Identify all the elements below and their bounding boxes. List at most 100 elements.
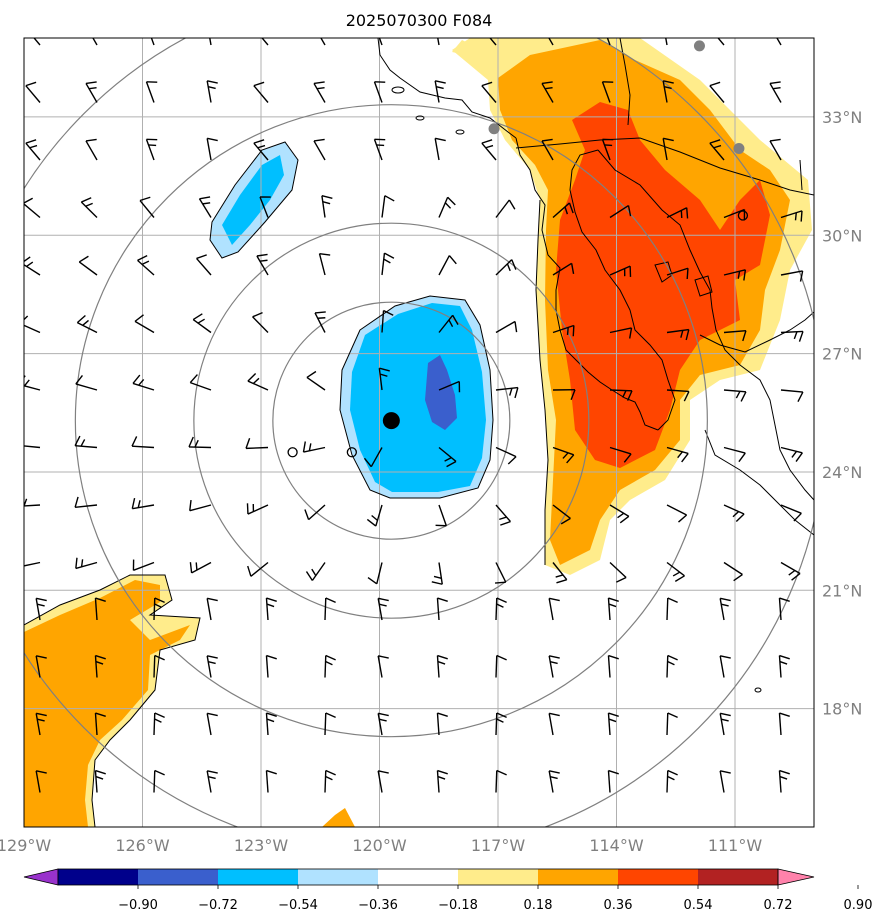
wind-barb-flag xyxy=(435,524,447,527)
wind-barb-staff xyxy=(85,140,98,161)
wind-barb-flag xyxy=(95,775,104,780)
wind-barb-flag xyxy=(549,770,560,774)
colorbar-tick-label: −0.36 xyxy=(358,898,398,913)
wind-barb-flag xyxy=(82,319,89,326)
wind-barb xyxy=(495,712,507,736)
colorbar-segment xyxy=(298,869,378,885)
wind-barb-flag xyxy=(154,603,162,608)
wind-barb-flag xyxy=(793,331,798,340)
wind-barb-flag xyxy=(629,266,632,277)
colorbar-tick-label: −0.90 xyxy=(118,898,158,913)
wind-barb-flag xyxy=(550,776,558,780)
wind-barb-staff xyxy=(601,139,611,161)
wind-barb-flag xyxy=(667,769,678,776)
wind-barb-flag xyxy=(511,259,517,270)
range-rings xyxy=(24,38,814,827)
wind-barb-flag xyxy=(137,500,141,508)
field-bottom-orange xyxy=(322,808,355,827)
wind-barb-flag xyxy=(154,597,165,604)
wind-barb-flag xyxy=(680,330,684,338)
wind-barb xyxy=(85,38,98,46)
wind-barb-flag xyxy=(319,253,331,256)
wind-barb-staff xyxy=(666,504,687,516)
wind-barb-flag xyxy=(779,712,790,718)
wind-barb-staff xyxy=(666,655,669,678)
wind-barb-flag xyxy=(672,571,681,577)
wind-barb xyxy=(189,561,212,574)
wind-barb-flag xyxy=(686,207,689,219)
wind-barb xyxy=(666,654,678,678)
wind-barb-flag xyxy=(207,22,218,28)
wind-barb-staff xyxy=(132,382,155,391)
wind-barb-staff xyxy=(370,447,383,468)
wind-barb-flag xyxy=(433,575,442,579)
wind-barb-staff xyxy=(609,446,632,455)
wind-barb-staff xyxy=(609,265,631,276)
wind-barb-flag xyxy=(797,391,804,403)
wind-barb-staff xyxy=(719,770,725,793)
wind-barb-staff xyxy=(780,504,802,514)
wind-barb-flag xyxy=(246,503,249,515)
wind-barb-staff xyxy=(75,504,98,508)
wind-barb-staff xyxy=(607,655,611,678)
wind-barb-flag xyxy=(194,439,199,448)
lon-tick-label: 129°W xyxy=(0,836,51,855)
wind-barb-flag xyxy=(247,373,257,382)
wind-barb-staff xyxy=(541,38,554,46)
wind-barb xyxy=(206,712,218,736)
wind-barb-staff xyxy=(666,597,669,621)
lon-tick-label: 114°W xyxy=(589,836,644,855)
wind-barb-flag xyxy=(30,28,37,35)
wind-barb-flag xyxy=(374,81,386,83)
wind-barb-staff xyxy=(778,598,782,621)
wind-barb-staff xyxy=(662,138,668,161)
wind-barb-flag xyxy=(266,597,277,603)
wind-barb-staff xyxy=(265,770,269,793)
wind-barb-staff xyxy=(153,770,156,793)
wind-barb-flag xyxy=(138,378,145,386)
wind-barb-flag xyxy=(85,138,97,142)
wind-barb-flag xyxy=(622,390,627,398)
wind-barb-staff xyxy=(24,444,41,449)
wind-barb xyxy=(74,496,98,508)
wind-barb xyxy=(552,202,574,219)
wind-barb-staff xyxy=(313,38,326,46)
wind-barb-flag xyxy=(383,258,391,264)
colorbar-tick-label: 0.18 xyxy=(524,898,553,913)
wind-barb-staff xyxy=(780,561,801,575)
wind-barb-flag xyxy=(37,603,45,607)
wind-barb-staff xyxy=(94,598,98,621)
island-2 xyxy=(415,115,425,121)
wind-barb-flag xyxy=(737,271,741,279)
wind-barb-flag xyxy=(252,377,260,385)
wind-barb xyxy=(778,654,790,678)
wind-barb-flag xyxy=(663,80,674,84)
wind-barb xyxy=(438,446,457,468)
wind-barb xyxy=(373,138,386,161)
wind-barb-flag xyxy=(266,654,277,660)
wind-barb-staff xyxy=(24,561,41,568)
lon-tick-label: 117°W xyxy=(471,836,526,855)
wind-barb-staff xyxy=(552,562,568,581)
wind-barb xyxy=(367,562,383,585)
wind-barb-flag xyxy=(627,205,632,217)
wind-barb-flag xyxy=(197,318,205,324)
wind-barb-staff xyxy=(552,262,573,276)
wind-barb-flag xyxy=(378,770,389,774)
lat-tick-label: 18°N xyxy=(822,700,862,719)
wind-barb-flag xyxy=(88,87,97,90)
wind-barb xyxy=(253,139,269,161)
wind-barb-flag xyxy=(437,660,446,665)
wind-barb-staff xyxy=(252,316,269,333)
wind-barb-flag xyxy=(570,389,576,401)
wind-barb-flag xyxy=(740,391,747,402)
wind-barb-staff xyxy=(438,314,454,333)
wind-barb xyxy=(609,265,632,277)
gridlines xyxy=(24,38,814,827)
wind-barb-flag xyxy=(311,568,317,576)
wind-barb xyxy=(24,197,41,219)
wind-barb-staff xyxy=(77,321,98,334)
wind-barb-staff xyxy=(311,562,326,581)
wind-barb xyxy=(324,597,336,621)
wind-barb xyxy=(552,562,568,584)
